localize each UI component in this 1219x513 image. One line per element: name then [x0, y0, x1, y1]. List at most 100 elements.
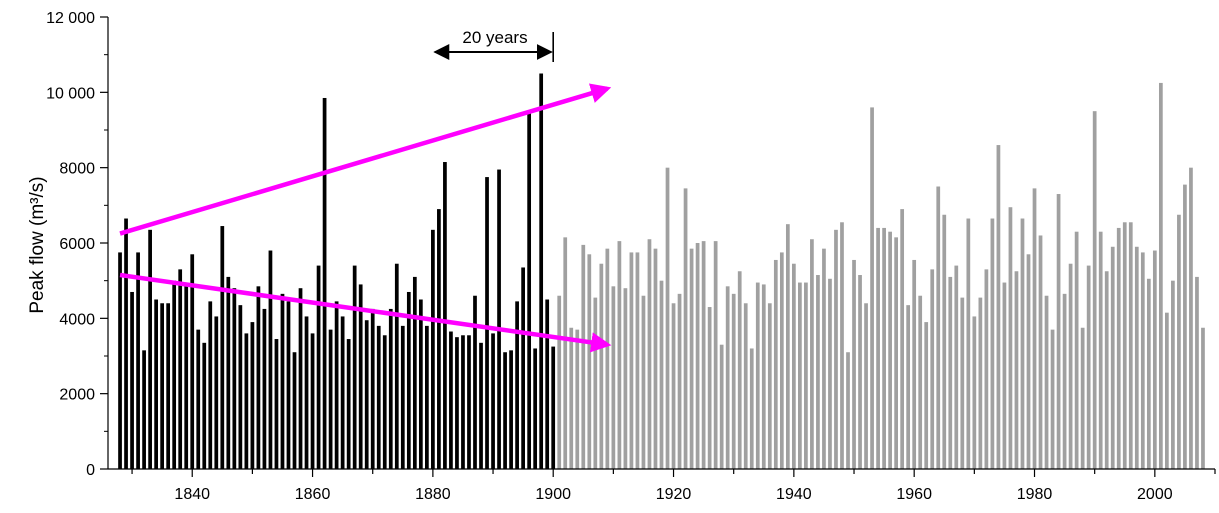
- bars-layer: [118, 73, 1205, 470]
- bar-1960: [912, 259, 917, 469]
- bar-1842: [202, 342, 207, 469]
- bar-1846: [226, 276, 231, 469]
- bar-1999: [1146, 278, 1151, 469]
- bar-1956: [888, 231, 892, 469]
- bar-1965: [942, 214, 947, 469]
- bar-1891: [497, 169, 501, 470]
- bar-1968: [960, 297, 965, 469]
- bar-2007: [1195, 276, 1199, 469]
- bar-1858: [298, 288, 303, 469]
- bar-1899: [545, 299, 550, 469]
- bar-1847: [232, 288, 237, 469]
- bar-1963: [930, 269, 935, 469]
- bar-1955: [882, 227, 886, 469]
- bar-1902: [563, 237, 568, 469]
- bar-1932: [743, 303, 748, 469]
- bar-1967: [954, 265, 959, 469]
- x-tick-label: 1960: [896, 486, 932, 503]
- x-tick-label: 1840: [174, 486, 210, 503]
- annotations-layer: [119, 32, 612, 353]
- bar-1929: [725, 286, 730, 469]
- bar-1912: [623, 288, 628, 469]
- bar-1856: [286, 301, 291, 469]
- bar-1911: [617, 241, 622, 469]
- bar-1857: [292, 352, 297, 469]
- bar-1875: [400, 325, 405, 469]
- bar-1853: [268, 250, 273, 469]
- bar-1894: [515, 301, 519, 469]
- bar-1925: [701, 241, 706, 469]
- bar-1948: [840, 222, 844, 469]
- bar-1947: [834, 229, 838, 469]
- bar-1869: [364, 320, 369, 469]
- bar-1949: [846, 352, 850, 469]
- x-tick-label: 1980: [1017, 486, 1053, 503]
- bar-1946: [828, 278, 832, 469]
- bar-2004: [1177, 214, 1181, 469]
- bar-1936: [767, 303, 772, 469]
- bar-1970: [972, 316, 977, 469]
- upper-trend-arrow: [119, 83, 612, 236]
- bar-1937: [773, 259, 778, 469]
- bar-1895: [521, 267, 525, 469]
- bar-1972: [984, 269, 989, 469]
- bar-1921: [677, 293, 682, 469]
- bar-1867: [352, 265, 357, 469]
- bar-1901: [557, 295, 562, 469]
- bar-1923: [689, 248, 694, 469]
- bar-1861: [316, 265, 321, 469]
- bar-1896: [527, 113, 532, 470]
- bar-1876: [406, 291, 411, 469]
- bar-1933: [749, 348, 754, 469]
- bar-2005: [1183, 184, 1187, 469]
- bar-1919: [665, 167, 670, 470]
- bar-1993: [1110, 246, 1115, 469]
- bar-1877: [412, 276, 417, 469]
- bar-1922: [683, 188, 688, 469]
- bar-1915: [641, 295, 646, 469]
- bar-1848: [238, 305, 243, 469]
- bar-1906: [587, 254, 592, 469]
- bar-1863: [328, 329, 333, 469]
- bar-1971: [978, 297, 983, 469]
- bar-1926: [707, 307, 712, 469]
- bar-1882: [443, 162, 447, 469]
- bar-1969: [966, 218, 971, 469]
- bar-1996: [1128, 222, 1133, 469]
- bar-1852: [262, 308, 267, 469]
- bar-1845: [220, 226, 225, 469]
- bar-1838: [178, 269, 183, 469]
- x-tick-label: 1920: [656, 486, 692, 503]
- bar-1982: [1044, 295, 1049, 469]
- bar-1865: [340, 316, 345, 469]
- bar-1872: [382, 335, 387, 469]
- bar-1998: [1140, 252, 1145, 469]
- bar-1953: [870, 107, 874, 470]
- bar-1931: [737, 271, 742, 469]
- bar-1828: [118, 252, 122, 469]
- bar-1870: [370, 308, 375, 469]
- bar-1975: [1002, 282, 1007, 469]
- bar-1862: [322, 97, 327, 469]
- bar-1893: [509, 350, 513, 469]
- x-tick-label: 1860: [295, 486, 331, 503]
- x-tick-label: 1940: [776, 486, 812, 503]
- bar-2003: [1171, 280, 1175, 469]
- bar-1889: [485, 177, 489, 469]
- y-tick-label: 4000: [59, 311, 95, 328]
- bar-1878: [418, 299, 423, 469]
- lower-trend-arrow: [119, 272, 612, 353]
- bar-1904: [575, 329, 580, 469]
- bar-1835: [160, 303, 165, 469]
- bar-1849: [244, 333, 249, 469]
- bar-1928: [719, 344, 724, 469]
- bar-1833: [148, 229, 152, 469]
- bar-1978: [1020, 218, 1025, 469]
- bar-1898: [539, 73, 544, 469]
- bar-1860: [310, 333, 315, 469]
- bar-1930: [731, 293, 736, 469]
- bar-1892: [503, 352, 507, 469]
- bar-1977: [1014, 271, 1019, 469]
- bar-1905: [581, 244, 586, 469]
